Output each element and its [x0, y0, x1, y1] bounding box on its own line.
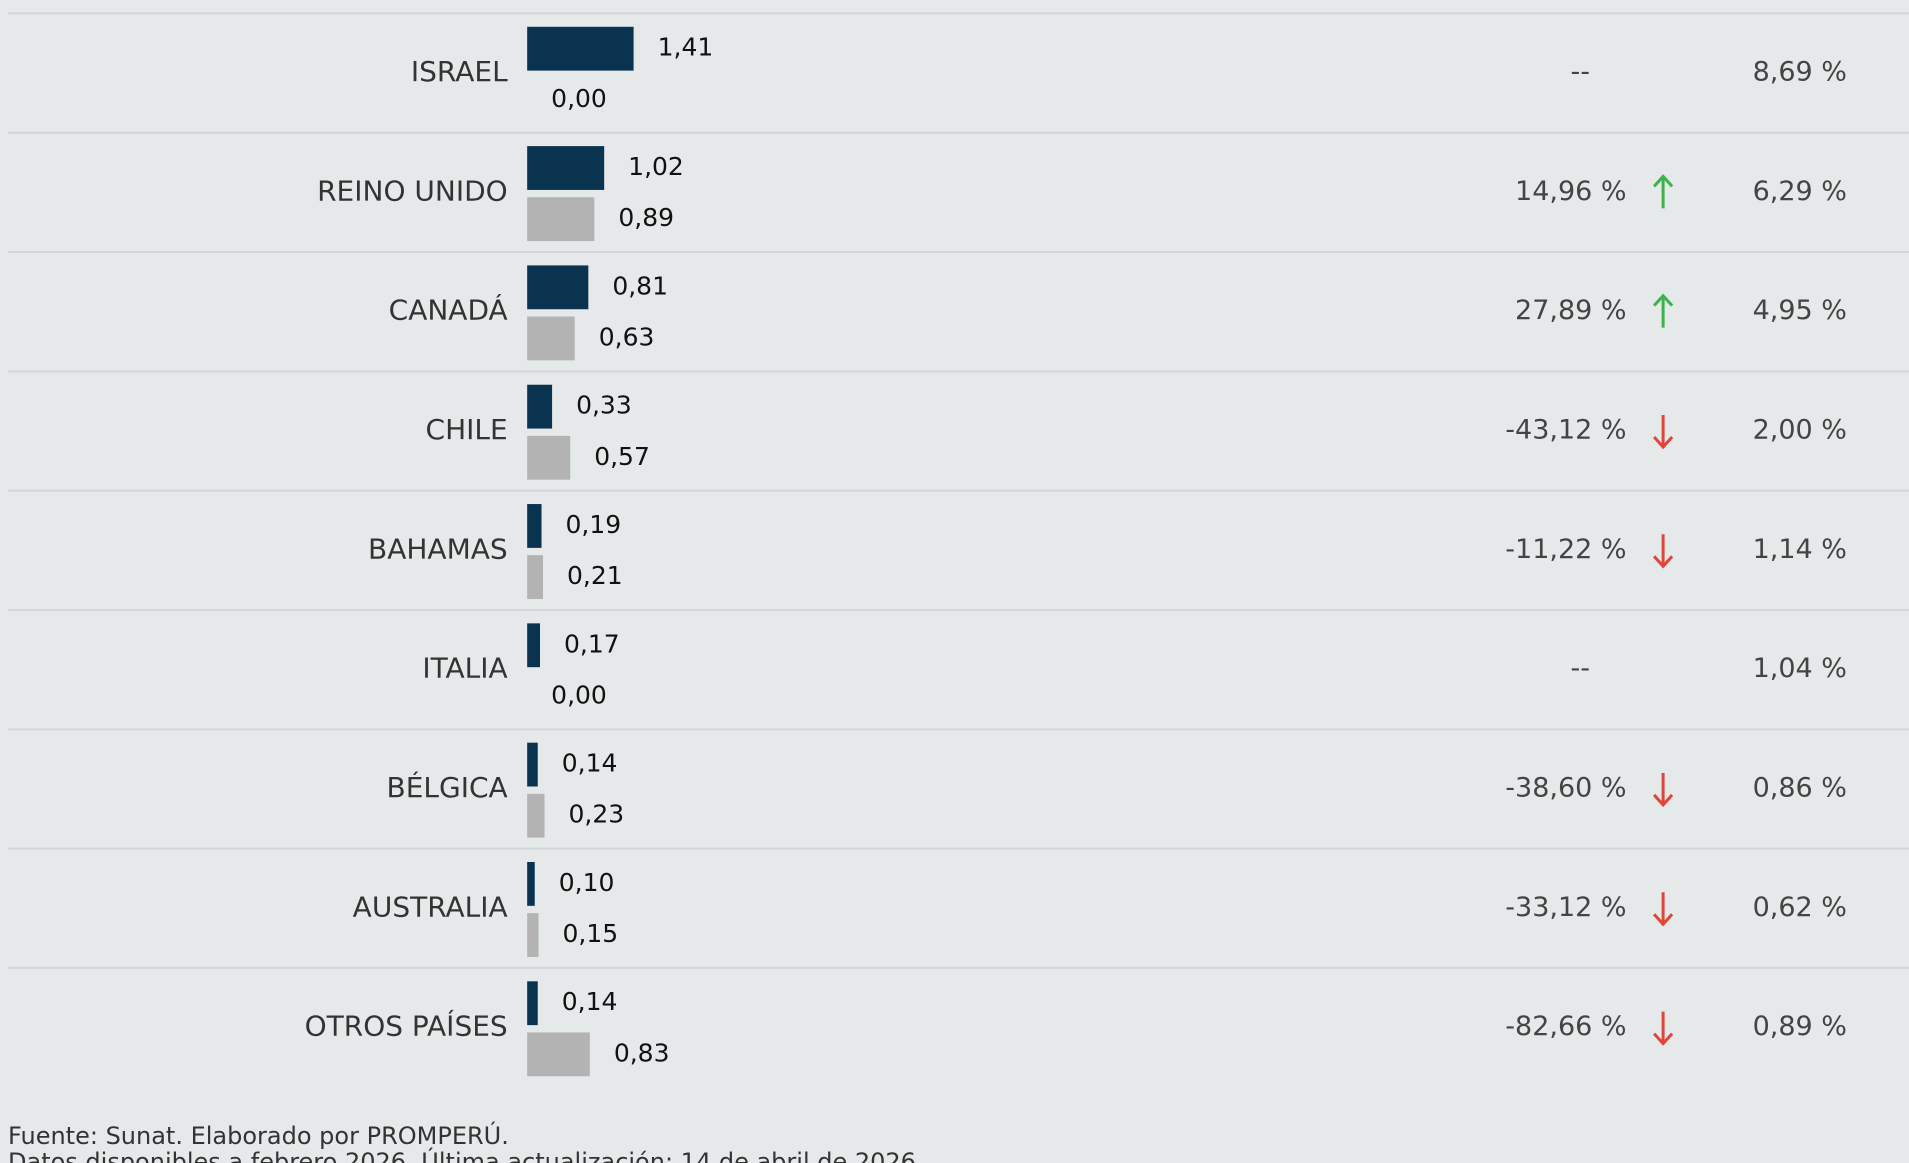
previous-bar [527, 555, 544, 600]
share: 0,62 % [1753, 892, 1847, 923]
trend-arrow [1652, 772, 1674, 808]
current-bar [527, 265, 589, 310]
current-bar [527, 623, 541, 668]
trend-arrow [1652, 293, 1674, 328]
current-bar [527, 861, 535, 906]
country: REINO UNIDO [317, 174, 508, 207]
previous-label: 0,15 [563, 919, 619, 948]
country: ISRAEL [411, 55, 508, 88]
current-bar [527, 742, 538, 787]
country: CANADÁ [389, 293, 508, 327]
previous-bar [527, 913, 539, 957]
share: 1,14 % [1753, 534, 1847, 565]
source: Fuente: Sunat. Elaborado por PROMPERÚ. [8, 1120, 509, 1150]
trend-arrow [1652, 1011, 1674, 1046]
change: -- [1571, 653, 1591, 684]
change: -38,60 % [1505, 772, 1626, 803]
note: Datos disponibles a febrero 2026. Última… [8, 1146, 924, 1163]
change: 27,89 % [1515, 295, 1627, 326]
change: 14,96 % [1515, 176, 1627, 207]
country: AUSTRALIA [353, 890, 508, 923]
trend-arrow [1652, 414, 1674, 450]
change: -43,12 % [1505, 414, 1626, 445]
share: 1,04 % [1753, 653, 1847, 684]
current-bar [527, 981, 538, 1026]
previous-bar [527, 793, 545, 838]
trend-arrow [1652, 174, 1674, 209]
current-label: 0,19 [566, 510, 622, 539]
country: CHILE [426, 413, 508, 446]
previous-label: 0,83 [614, 1038, 670, 1067]
current-bar [527, 384, 553, 429]
current-bar [527, 26, 634, 71]
previous-label: 0,00 [551, 680, 607, 709]
current-label: 1,02 [628, 152, 684, 181]
share: 4,95 % [1753, 295, 1847, 326]
previous-label: 0,21 [567, 561, 623, 590]
current-label: 0,10 [559, 868, 615, 897]
current-label: 0,14 [562, 987, 618, 1016]
current-label: 1,41 [658, 33, 714, 62]
current-bar [527, 146, 605, 190]
country: BAHAMAS [368, 532, 508, 565]
share: 0,89 % [1753, 1011, 1847, 1042]
previous-bar [527, 197, 595, 242]
previous-label: 0,00 [551, 84, 607, 113]
share: 8,69 % [1753, 57, 1847, 88]
previous-label: 0,63 [599, 322, 655, 351]
trend-arrow [1652, 534, 1674, 569]
current-label: 0,17 [564, 629, 620, 658]
previous-bar [527, 435, 571, 480]
country: OTROS PAÍSES [305, 1009, 508, 1043]
change: -33,12 % [1505, 892, 1626, 923]
change: -11,22 % [1505, 534, 1626, 565]
share: 6,29 % [1753, 176, 1847, 207]
current-label: 0,33 [576, 391, 632, 420]
change: -82,66 % [1505, 1011, 1626, 1042]
current-label: 0,81 [612, 271, 668, 300]
previous-label: 0,89 [618, 203, 674, 232]
previous-label: 0,23 [569, 800, 625, 829]
change: -- [1571, 57, 1591, 88]
previous-label: 0,57 [594, 442, 650, 471]
current-label: 0,14 [562, 749, 618, 778]
previous-bar [527, 316, 575, 361]
current-bar [527, 504, 542, 548]
previous-bar [527, 1032, 590, 1077]
share: 2,00 % [1753, 414, 1847, 445]
country: ITALIA [422, 652, 507, 685]
country: BÉLGICA [387, 770, 508, 804]
trend-arrow [1652, 892, 1674, 927]
share: 0,86 % [1753, 772, 1847, 803]
